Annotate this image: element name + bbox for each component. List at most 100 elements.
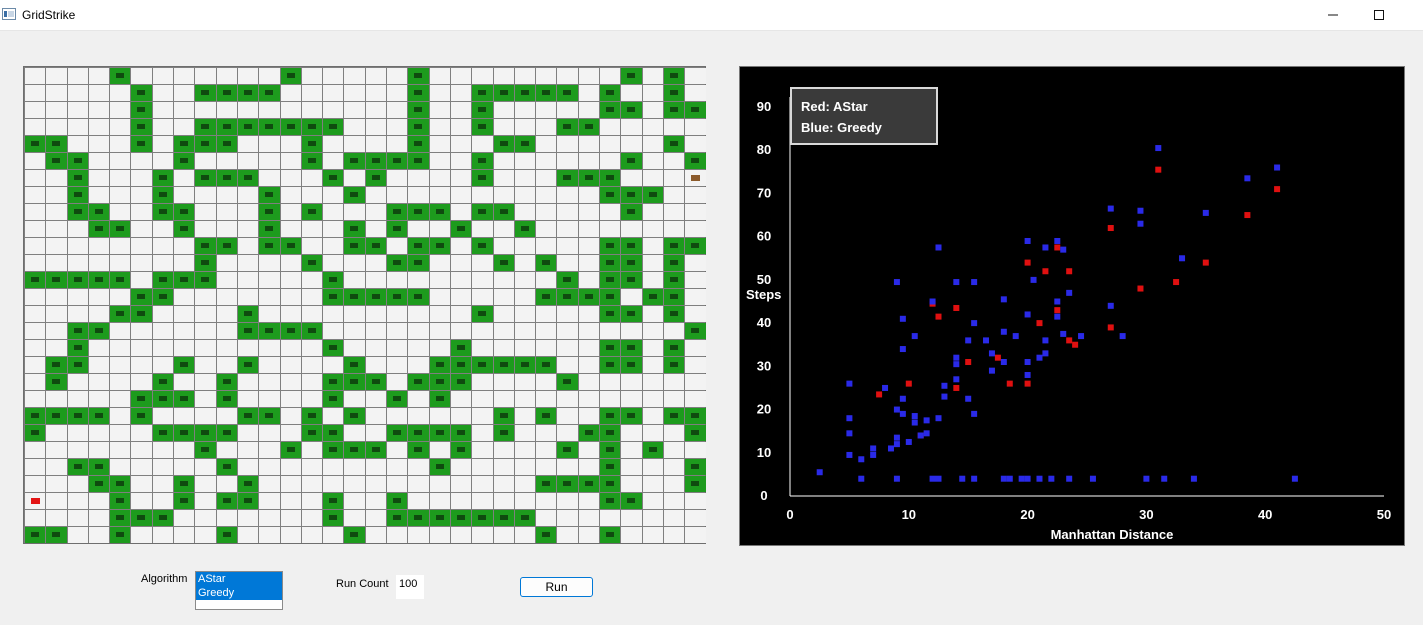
- wall-cell[interactable]: [238, 170, 258, 186]
- grid-cell[interactable]: [238, 340, 258, 356]
- grid-cell[interactable]: [110, 204, 130, 220]
- grid-cell[interactable]: [557, 136, 577, 152]
- grid-cell[interactable]: [89, 442, 109, 458]
- wall-cell[interactable]: [685, 476, 705, 492]
- wall-cell[interactable]: [515, 136, 535, 152]
- grid-cell[interactable]: [281, 374, 301, 390]
- wall-cell[interactable]: [89, 272, 109, 288]
- grid-cell[interactable]: [323, 68, 343, 84]
- wall-cell[interactable]: [153, 391, 173, 407]
- grid-cell[interactable]: [153, 153, 173, 169]
- grid-cell[interactable]: [68, 136, 88, 152]
- grid-cell[interactable]: [621, 391, 641, 407]
- wall-cell[interactable]: [195, 272, 215, 288]
- wall-cell[interactable]: [238, 323, 258, 339]
- wall-cell[interactable]: [174, 136, 194, 152]
- grid-cell[interactable]: [430, 170, 450, 186]
- wall-cell[interactable]: [621, 408, 641, 424]
- grid-cell[interactable]: [46, 221, 66, 237]
- grid-cell[interactable]: [131, 272, 151, 288]
- grid-cell[interactable]: [494, 306, 514, 322]
- wall-cell[interactable]: [89, 323, 109, 339]
- wall-cell[interactable]: [366, 153, 386, 169]
- wall-cell[interactable]: [174, 493, 194, 509]
- grid-cell[interactable]: [25, 170, 45, 186]
- grid-cell[interactable]: [217, 306, 237, 322]
- grid-cell[interactable]: [557, 340, 577, 356]
- wall-cell[interactable]: [259, 204, 279, 220]
- wall-cell[interactable]: [664, 408, 684, 424]
- grid-cell[interactable]: [451, 68, 471, 84]
- wall-cell[interactable]: [536, 476, 556, 492]
- wall-cell[interactable]: [408, 374, 428, 390]
- maximize-button[interactable]: [1356, 0, 1402, 30]
- grid-cell[interactable]: [685, 510, 705, 526]
- grid-cell[interactable]: [494, 493, 514, 509]
- grid-cell[interactable]: [281, 306, 301, 322]
- grid-cell[interactable]: [600, 374, 620, 390]
- grid-cell[interactable]: [323, 255, 343, 271]
- grid-cell[interactable]: [579, 102, 599, 118]
- wall-cell[interactable]: [579, 425, 599, 441]
- grid-cell[interactable]: [302, 374, 322, 390]
- wall-cell[interactable]: [579, 119, 599, 135]
- grid-cell[interactable]: [25, 238, 45, 254]
- grid-cell[interactable]: [451, 255, 471, 271]
- grid-cell[interactable]: [323, 204, 343, 220]
- grid-cell[interactable]: [238, 255, 258, 271]
- wall-cell[interactable]: [195, 238, 215, 254]
- grid-cell[interactable]: [46, 306, 66, 322]
- grid-cell[interactable]: [195, 102, 215, 118]
- grid-cell[interactable]: [451, 272, 471, 288]
- wall-cell[interactable]: [131, 136, 151, 152]
- wall-cell[interactable]: [664, 255, 684, 271]
- wall-cell[interactable]: [302, 408, 322, 424]
- grid-cell[interactable]: [217, 187, 237, 203]
- grid-cell[interactable]: [536, 306, 556, 322]
- grid-cell[interactable]: [68, 289, 88, 305]
- grid-cell[interactable]: [366, 340, 386, 356]
- grid-cell[interactable]: [664, 459, 684, 475]
- grid-cell[interactable]: [494, 289, 514, 305]
- grid-cell[interactable]: [366, 85, 386, 101]
- wall-cell[interactable]: [685, 408, 705, 424]
- wall-cell[interactable]: [472, 85, 492, 101]
- grid-cell[interactable]: [685, 187, 705, 203]
- grid-cell[interactable]: [89, 119, 109, 135]
- grid-cell[interactable]: [557, 204, 577, 220]
- grid-cell[interactable]: [664, 442, 684, 458]
- wall-cell[interactable]: [557, 272, 577, 288]
- grid-cell[interactable]: [131, 68, 151, 84]
- wall-cell[interactable]: [664, 306, 684, 322]
- wall-cell[interactable]: [664, 357, 684, 373]
- grid-cell[interactable]: [281, 408, 301, 424]
- grid-cell[interactable]: [25, 119, 45, 135]
- grid-cell[interactable]: [685, 272, 705, 288]
- grid-cell[interactable]: [174, 374, 194, 390]
- wall-cell[interactable]: [259, 85, 279, 101]
- wall-cell[interactable]: [110, 272, 130, 288]
- grid-cell[interactable]: [643, 323, 663, 339]
- grid-cell[interactable]: [323, 153, 343, 169]
- grid-cell[interactable]: [281, 289, 301, 305]
- grid-cell[interactable]: [664, 153, 684, 169]
- wall-cell[interactable]: [68, 204, 88, 220]
- grid-cell[interactable]: [515, 493, 535, 509]
- grid-cell[interactable]: [387, 374, 407, 390]
- grid-cell[interactable]: [472, 425, 492, 441]
- grid-cell[interactable]: [174, 68, 194, 84]
- grid-cell[interactable]: [621, 323, 641, 339]
- grid-cell[interactable]: [494, 272, 514, 288]
- grid-cell[interactable]: [579, 187, 599, 203]
- grid-cell[interactable]: [685, 136, 705, 152]
- grid-cell[interactable]: [472, 255, 492, 271]
- grid-cell[interactable]: [387, 272, 407, 288]
- grid-cell[interactable]: [46, 493, 66, 509]
- grid-cell[interactable]: [195, 374, 215, 390]
- grid-cell[interactable]: [344, 170, 364, 186]
- wall-cell[interactable]: [344, 527, 364, 543]
- grid-cell[interactable]: [110, 340, 130, 356]
- grid-cell[interactable]: [195, 493, 215, 509]
- grid-cell[interactable]: [131, 459, 151, 475]
- wall-cell[interactable]: [536, 527, 556, 543]
